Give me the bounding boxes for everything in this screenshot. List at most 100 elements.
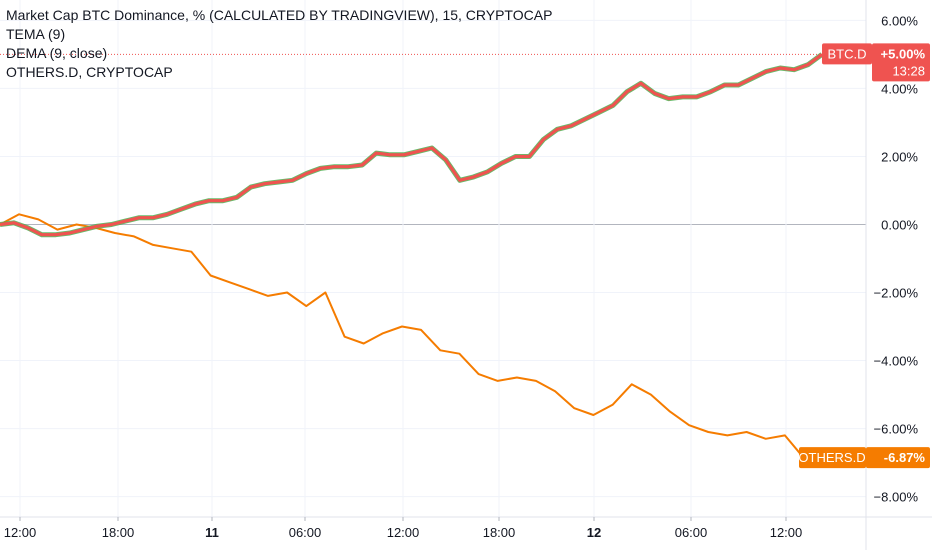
x-tick-label: 18:00 xyxy=(483,525,516,540)
data-point-others xyxy=(765,438,767,440)
data-point-btc xyxy=(807,64,809,66)
data-point-others xyxy=(382,332,384,334)
data-point-btc xyxy=(152,217,154,219)
series-line-others xyxy=(0,213,805,459)
x-tick-label: 11 xyxy=(205,525,219,540)
data-point-others xyxy=(650,393,652,396)
data-point-btc xyxy=(751,77,753,79)
data-point-btc xyxy=(278,181,280,183)
data-point-btc xyxy=(333,166,335,168)
data-point-btc xyxy=(793,69,795,71)
data-point-btc xyxy=(528,155,531,158)
legend-tema[interactable]: TEMA (9) xyxy=(6,26,66,42)
x-tick-label: 18:00 xyxy=(102,525,135,540)
data-point-others xyxy=(0,223,1,226)
data-point-btc xyxy=(737,84,740,86)
x-tick-label: 12:00 xyxy=(770,525,803,540)
y-tick-label: −6.00% xyxy=(874,422,919,437)
data-point-others xyxy=(497,380,499,382)
y-tick-label: −8.00% xyxy=(874,490,919,505)
data-point-btc xyxy=(124,220,126,222)
data-point-others xyxy=(209,274,212,277)
legend-others[interactable]: OTHERS.D, CRYPTOCAP xyxy=(6,64,173,80)
data-point-btc xyxy=(556,128,558,130)
data-point-others xyxy=(95,227,97,229)
data-point-btc xyxy=(208,200,210,202)
data-point-btc xyxy=(347,166,349,168)
data-point-btc xyxy=(723,84,726,86)
data-point-btc xyxy=(13,222,15,224)
data-point-btc xyxy=(55,234,57,236)
chart-legend: Market Cap BTC Dominance, % (CALCULATED … xyxy=(6,6,552,82)
data-point-btc xyxy=(389,154,391,156)
data-point-others xyxy=(133,235,135,237)
x-tick-label: 06:00 xyxy=(289,525,322,540)
data-point-others xyxy=(114,232,116,234)
data-point-others xyxy=(669,410,671,413)
others-symbol-label: OTHERS.D xyxy=(798,450,865,465)
data-point-others xyxy=(516,376,518,379)
data-point-others xyxy=(229,281,231,283)
data-point-btc xyxy=(696,96,698,98)
data-point-btc xyxy=(473,176,475,178)
data-point-btc xyxy=(598,111,600,113)
x-tick-label: 06:00 xyxy=(675,525,708,540)
data-point-others xyxy=(305,305,307,307)
data-point-btc xyxy=(291,179,294,181)
data-point-btc xyxy=(668,98,670,100)
data-point-btc xyxy=(612,104,614,107)
data-point-btc xyxy=(431,147,433,149)
data-point-others xyxy=(784,434,786,436)
others-value-badge xyxy=(866,447,930,469)
btc-symbol-label: BTC.D xyxy=(828,46,867,61)
data-point-others xyxy=(688,424,690,426)
others-value-label: -6.87% xyxy=(884,450,926,465)
data-point-btc xyxy=(487,171,489,173)
data-point-btc xyxy=(682,96,684,98)
data-point-others xyxy=(286,291,288,294)
legend-dema[interactable]: DEMA (9, close) xyxy=(6,45,108,61)
x-tick-label: 12 xyxy=(587,525,601,540)
data-point-btc xyxy=(500,162,503,164)
data-point-others xyxy=(248,288,250,290)
data-point-others xyxy=(458,353,461,355)
data-point-btc xyxy=(236,196,238,198)
data-point-btc xyxy=(138,217,140,219)
data-point-others xyxy=(573,407,575,409)
data-point-others xyxy=(477,373,480,375)
data-point-btc xyxy=(27,227,29,229)
data-point-btc xyxy=(319,167,322,169)
data-point-others xyxy=(37,218,39,220)
data-point-others xyxy=(343,336,346,338)
data-point-btc xyxy=(640,82,642,84)
data-point-others xyxy=(152,244,154,246)
y-tick-label: −4.00% xyxy=(874,354,919,369)
data-point-btc xyxy=(459,179,461,181)
y-tick-label: −2.00% xyxy=(874,286,919,301)
data-point-btc xyxy=(305,172,308,175)
data-point-others xyxy=(401,325,403,328)
data-point-btc xyxy=(542,138,544,141)
x-tick-label: 12:00 xyxy=(4,525,37,540)
btc-value-label: +5.00% xyxy=(881,46,926,61)
data-point-btc xyxy=(96,225,99,227)
y-tick-label: 2.00% xyxy=(881,149,918,164)
data-point-others xyxy=(363,342,365,345)
data-point-btc xyxy=(584,118,586,120)
data-point-others xyxy=(324,291,327,294)
series-line-btc xyxy=(0,53,823,237)
y-tick-label: 4.00% xyxy=(881,81,918,96)
data-point-btc xyxy=(375,152,377,154)
data-point-btc xyxy=(445,159,447,161)
data-point-others xyxy=(726,434,729,436)
data-point-btc xyxy=(69,232,71,234)
data-point-btc xyxy=(222,200,224,202)
btc-timer-label: 13:28 xyxy=(892,63,925,78)
data-point-btc xyxy=(361,164,363,166)
data-point-others xyxy=(75,223,78,226)
data-point-btc xyxy=(417,150,419,152)
btc-symbol-badge xyxy=(822,43,872,65)
data-point-others xyxy=(631,383,633,385)
